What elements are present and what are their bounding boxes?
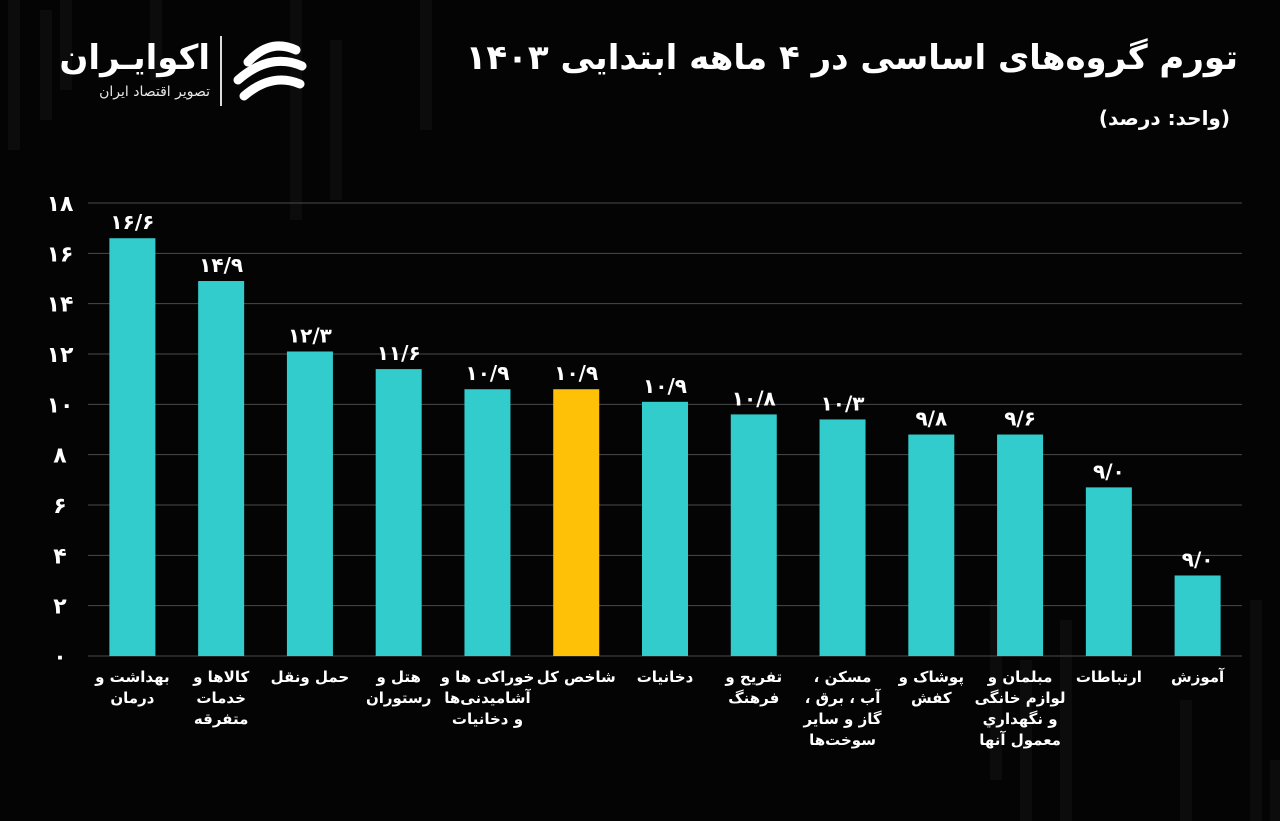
bar-value-label: ۱۱/۶: [377, 341, 421, 365]
x-category-label: حمل ونقل: [271, 668, 350, 686]
bar-value-label: ۹/۰: [1093, 459, 1125, 483]
bar: [819, 419, 866, 656]
bar: [997, 434, 1044, 656]
ekoiran-logo-icon: [233, 41, 307, 101]
bar: [642, 401, 688, 656]
logo-subtitle: تصویر اقتصاد ایران: [99, 84, 210, 100]
x-category-label: پوشاک و کفش: [898, 668, 964, 707]
x-category-label: کالاها و خدمات متفرقه: [192, 668, 249, 728]
y-tick-label: ۱۰: [47, 393, 74, 418]
x-category-label: دخانیات: [637, 668, 694, 686]
x-category-label: آموزش: [1171, 668, 1225, 686]
x-category-label: هتل و رستوران: [366, 668, 432, 707]
bar-value-label: ۱۰/۹: [554, 361, 598, 385]
bar-value-label: ۱۲/۳: [288, 323, 332, 347]
x-category-label: شاخص کل: [537, 668, 616, 686]
bar: [553, 389, 600, 656]
logo-separator: [220, 36, 222, 106]
x-category-label: خوراکی ها و آشامیدنی‌ها و دخانیات: [440, 668, 535, 728]
brand-logo: اکوایـران تصویر اقتصاد ایران: [50, 32, 320, 112]
y-tick-label: ۲: [53, 595, 67, 620]
bar: [1174, 575, 1221, 656]
bar: [1085, 487, 1132, 656]
x-category-label: مبلمان و لوازم خانگی و نگهداري معمول آنها: [975, 668, 1066, 749]
bar-value-label: ۹/۸: [915, 407, 947, 431]
x-category-label: بهداشت و درمان: [94, 668, 170, 707]
bar: [198, 281, 245, 656]
bar: [464, 389, 511, 656]
x-category-label: تفریح و فرهنگ: [724, 668, 782, 707]
bar: [109, 238, 156, 656]
x-category-label: ارتباطات: [1076, 668, 1142, 686]
y-tick-label: ۶: [53, 494, 66, 519]
unit-label: (واحد: درصد): [1098, 106, 1230, 130]
y-tick-label: ۱۴: [47, 293, 74, 318]
y-tick-label: ۰: [53, 645, 66, 670]
x-category-label: مسکن ، آب ، برق ، گاز و سایر سوخت‌ها: [802, 668, 881, 749]
y-tick-label: ۱۸: [47, 192, 74, 217]
y-tick-label: ۸: [53, 444, 67, 469]
y-tick-label: ۱۲: [47, 343, 74, 368]
y-tick-label: ۴: [53, 544, 66, 569]
bar-value-label: ۱۰/۸: [732, 386, 776, 410]
bar-value-label: ۱۰/۹: [643, 374, 687, 398]
chart-title: تورم گروه‌های اساسی در ۴ ماهه ابتدایی ۱۴…: [465, 38, 1238, 78]
y-tick-label: ۱۶: [47, 242, 74, 267]
bar-value-label: ۱۶/۶: [110, 210, 154, 234]
logo-name: اکوایـران: [59, 38, 210, 78]
bar-value-label: ۹/۰: [1182, 547, 1214, 571]
bar: [908, 434, 955, 656]
bar-value-label: ۱۴/۹: [199, 253, 243, 277]
bar: [286, 351, 333, 656]
bar: [375, 369, 422, 656]
bar: [730, 414, 777, 656]
bar-value-label: ۹/۶: [1004, 407, 1036, 431]
bar-value-label: ۱۰/۳: [821, 391, 865, 415]
bar-value-label: ۱۰/۹: [465, 361, 509, 385]
